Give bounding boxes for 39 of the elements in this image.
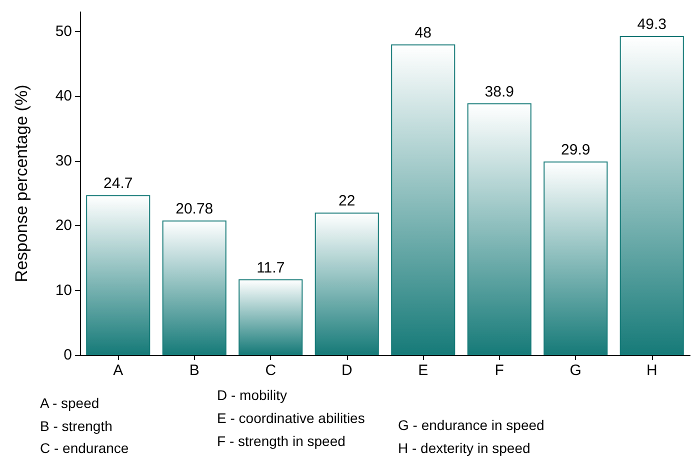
x-tick-label: C (265, 362, 276, 379)
bar (238, 279, 303, 355)
text: H - dexterity in speed (398, 440, 530, 456)
text: C - endurance (40, 440, 129, 456)
bar (391, 44, 456, 355)
x-tick-label: A (113, 362, 124, 379)
bar (467, 103, 532, 355)
data-label: 20.78 (176, 200, 214, 218)
x-tick-label: H (646, 362, 658, 379)
data-label: 24.7 (104, 175, 133, 192)
x-tick-label: B (189, 362, 200, 379)
y-tick-label: 40 (55, 88, 72, 105)
x-tick-label: F (494, 362, 504, 379)
y-tick-label: 20 (55, 217, 72, 234)
y-tick-label: 10 (55, 282, 72, 299)
x-tick-label: D (341, 362, 352, 379)
data-label: 22 (338, 192, 356, 210)
bar (544, 161, 608, 355)
data-label: 38.9 (484, 83, 514, 100)
x-tick-label: G (570, 362, 582, 379)
y-axis-title: Response percentage (%) (12, 84, 31, 282)
text: E - coordinative abilities (217, 410, 365, 426)
y-tick-label: 0 (64, 346, 72, 364)
y-tick-label: 30 (55, 152, 72, 170)
data-label: 48 (414, 24, 432, 42)
bar (86, 195, 150, 355)
text: A - speed (40, 395, 100, 411)
y-tick-label: 50 (55, 22, 72, 40)
bar (162, 220, 226, 355)
data-label: 11.7 (256, 259, 285, 276)
text: F - strength in speed (217, 433, 346, 449)
text: D - mobility (217, 387, 288, 403)
bar (314, 212, 379, 355)
x-tick-label: E (418, 362, 428, 379)
data-label: 29.9 (561, 141, 590, 158)
data-label: 49.3 (637, 16, 666, 33)
text: G - endurance in speed (398, 417, 544, 433)
bar (620, 36, 684, 355)
text: B - strength (40, 418, 112, 434)
